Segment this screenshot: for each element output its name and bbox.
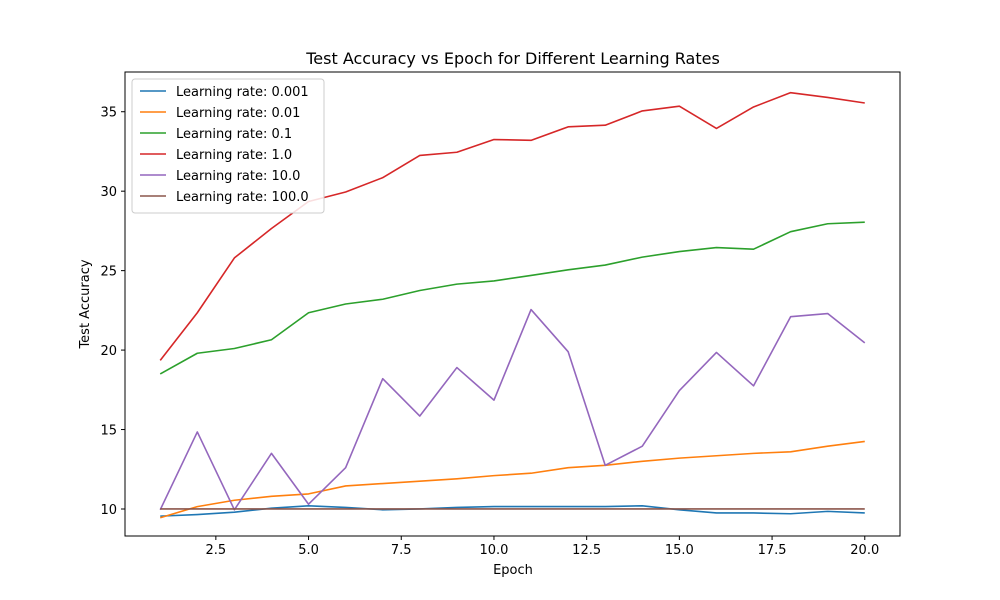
- y-tick-label: 10: [100, 503, 117, 518]
- x-tick-label: 5.0: [298, 543, 319, 558]
- series-line-0: [160, 505, 865, 517]
- legend-label: Learning rate: 0.001: [176, 85, 309, 100]
- x-tick-label: 7.5: [391, 543, 412, 558]
- series-line-3: [159, 91, 865, 361]
- legend: Learning rate: 0.001 Learning rate: 0.01 L…: [131, 78, 325, 214]
- x-axis: 2.5 5.0 7.5 10.0 12.5 15.0 17.5 20.0: [206, 536, 879, 558]
- x-tick-label: 17.5: [758, 543, 787, 558]
- x-tick-label: 12.5: [572, 543, 601, 558]
- legend-label: Learning rate: 0.01: [176, 106, 300, 121]
- y-tick-label: 25: [100, 265, 117, 280]
- series-group: [159, 91, 866, 519]
- legend-label: Learning rate: 10.0: [176, 169, 300, 184]
- x-tick-label: 10.0: [479, 543, 508, 558]
- y-tick-label: 20: [100, 344, 117, 359]
- plot-frame: [124, 71, 901, 537]
- y-axis: 10 15 20 25 30 35: [100, 106, 125, 518]
- legend-label: Learning rate: 100.0: [176, 190, 309, 205]
- legend-box: [131, 78, 325, 214]
- series-line-1: [159, 440, 865, 519]
- x-tick-label: 15.0: [665, 543, 694, 558]
- y-tick-label: 15: [100, 424, 117, 439]
- x-tick-label: 20.0: [850, 543, 879, 558]
- x-axis-label: Epoch: [493, 563, 533, 578]
- x-tick-label: 2.5: [206, 543, 227, 558]
- y-tick-label: 30: [100, 185, 117, 200]
- chart-title: Test Accuracy vs Epoch for Different Lea…: [305, 49, 720, 68]
- legend-label: Learning rate: 1.0: [176, 148, 292, 163]
- y-axis-label: Test Accuracy: [78, 259, 93, 349]
- series-line-4: [159, 308, 866, 511]
- y-tick-label: 35: [100, 106, 117, 121]
- legend-label: Learning rate: 0.1: [176, 127, 292, 142]
- series-line-2: [159, 221, 865, 375]
